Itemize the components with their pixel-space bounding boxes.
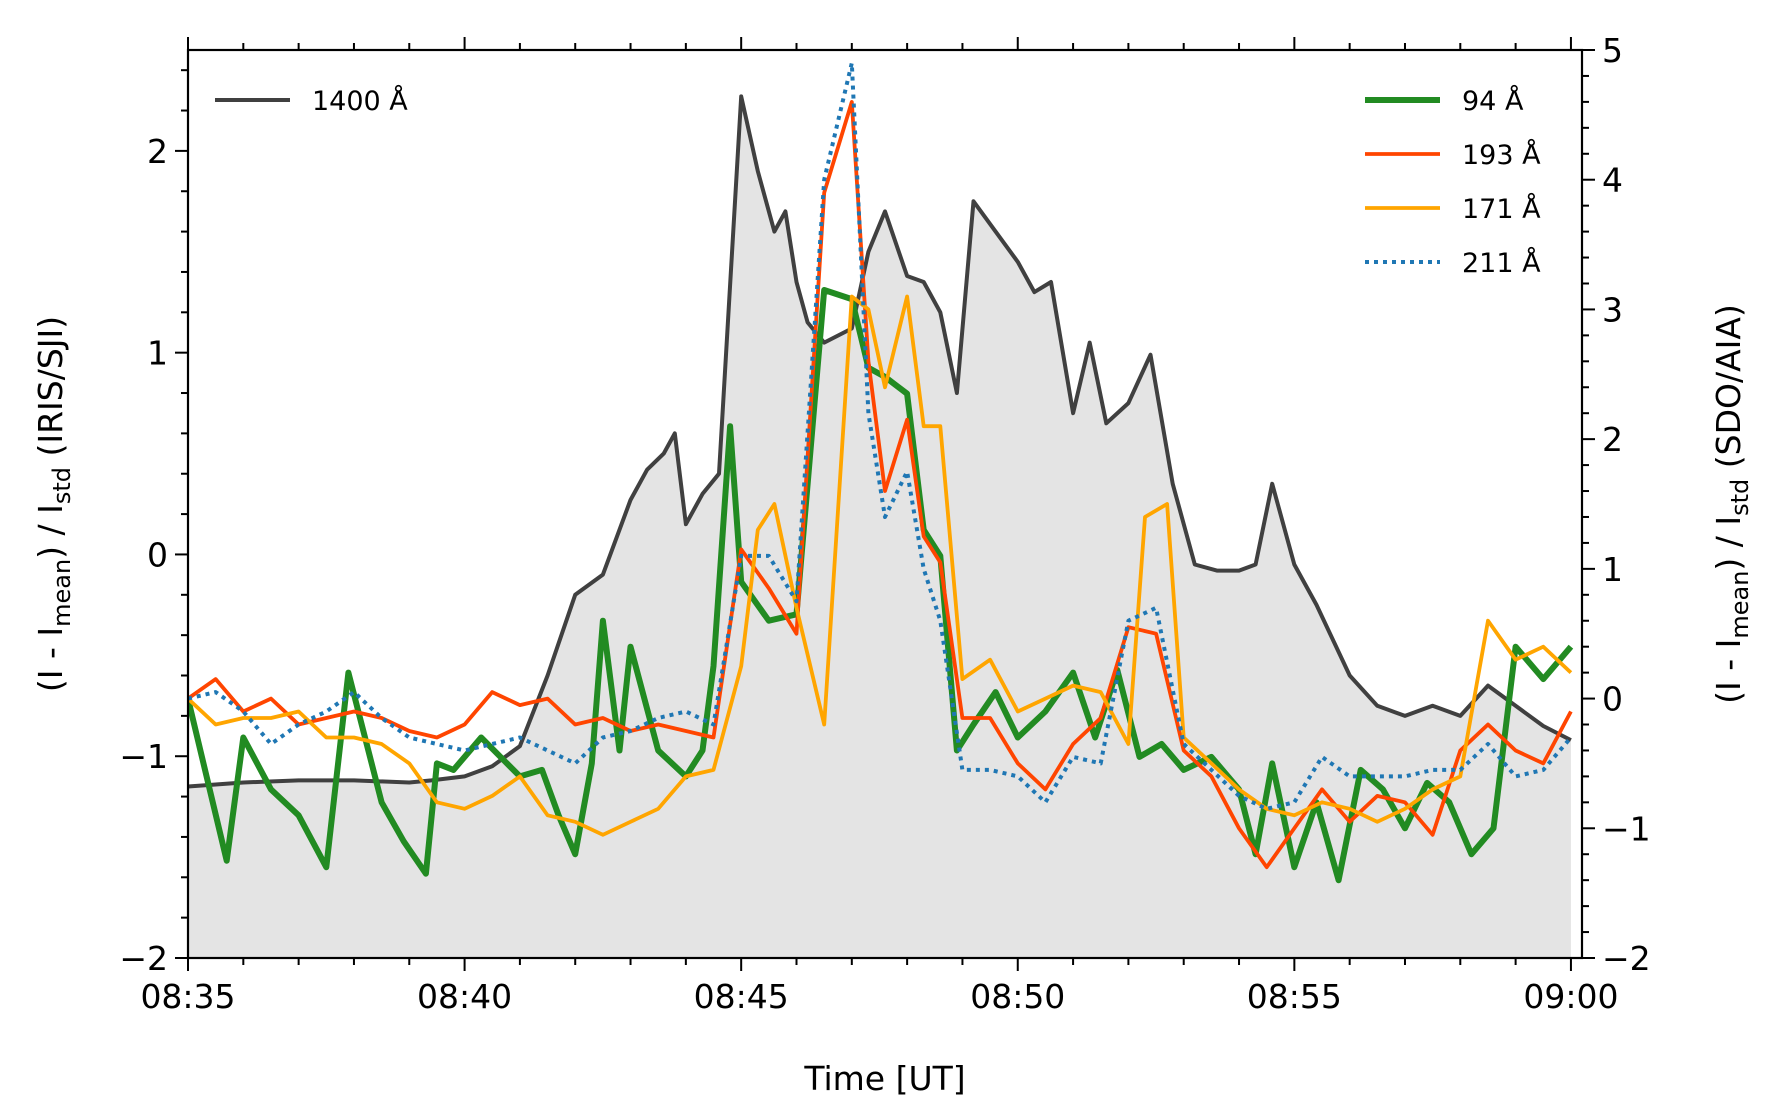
series-line-1400 [188, 94, 1572, 789]
left-y-label-part-end: (IRIS/SJI) [31, 316, 70, 467]
left-y-axis-label: (I - Imean) / Istd (IRIS/SJI) [31, 316, 76, 692]
left-y-tick-label: −2 [119, 939, 168, 978]
series-line-171 [188, 294, 1573, 837]
right-y-tick-label: 5 [1602, 31, 1623, 70]
x-tick-label: 09:00 [1523, 977, 1618, 1016]
legend-entry-label: 193 Å [1462, 139, 1541, 171]
legend-left: 1400 Å [215, 85, 408, 117]
right-y-label-part-end: (SDO/AIA) [1709, 304, 1748, 479]
tick-labels: 08:35 08:40 08:45 08:50 08:55 09:00−2−1012−2−… [119, 31, 1650, 1016]
right-y-tick-label: 2 [1602, 420, 1623, 459]
right-y-label-part-main: (I - I [1709, 639, 1748, 704]
tick-marks [175, 37, 1595, 971]
right-y-label-sub-std: std [1726, 479, 1754, 516]
left-y-tick-label: −1 [119, 737, 168, 776]
right-y-tick-label: 1 [1602, 550, 1623, 589]
plot-area [188, 61, 1574, 958]
right-y-tick-label: −2 [1602, 939, 1651, 978]
legend-entry-label: 171 Å [1462, 193, 1541, 225]
right-y-tick-label: 3 [1602, 290, 1623, 329]
left-y-tick-label: 2 [147, 132, 168, 171]
legend-right: 94 Å 193 Å 171 Å 211 Å [1365, 85, 1541, 279]
left-y-label-part-mid: ) / I [31, 504, 70, 559]
right-y-axis-label: (I - Imean) / Istd (SDO/AIA) [1709, 304, 1754, 704]
x-tick-label: 08:50 [970, 977, 1065, 1016]
x-tick-label: 08:35 [140, 977, 235, 1016]
left-y-label-sub-std: std [48, 467, 76, 504]
legend-entry-label: 94 Å [1462, 85, 1524, 117]
right-y-tick-label: −1 [1602, 809, 1651, 848]
left-y-label-part-main: (I - I [31, 627, 70, 692]
right-y-label-sub-mean: mean [1726, 571, 1754, 639]
left-y-label-sub-mean: mean [48, 559, 76, 627]
x-tick-label: 08:40 [417, 977, 512, 1016]
x-axis-label: Time [UT] [803, 1059, 965, 1098]
series-line-94 [188, 287, 1574, 884]
plot-frame [186, 48, 1584, 960]
right-y-tick-label: 4 [1602, 161, 1623, 200]
x-tick-label: 08:45 [694, 977, 789, 1016]
right-y-tick-label: 0 [1602, 680, 1623, 719]
x-tick-label: 08:55 [1247, 977, 1342, 1016]
left-y-tick-label: 0 [147, 535, 168, 574]
legend-entry-label: 1400 Å [312, 85, 408, 117]
series-line-211 [188, 61, 1573, 811]
left-y-tick-label: 1 [147, 334, 168, 373]
legend-entry-label: 211 Å [1462, 247, 1541, 279]
series-fill-1400 [188, 96, 1571, 958]
series-line-193 [188, 100, 1573, 870]
right-y-label-part-mid: ) / I [1709, 516, 1748, 571]
